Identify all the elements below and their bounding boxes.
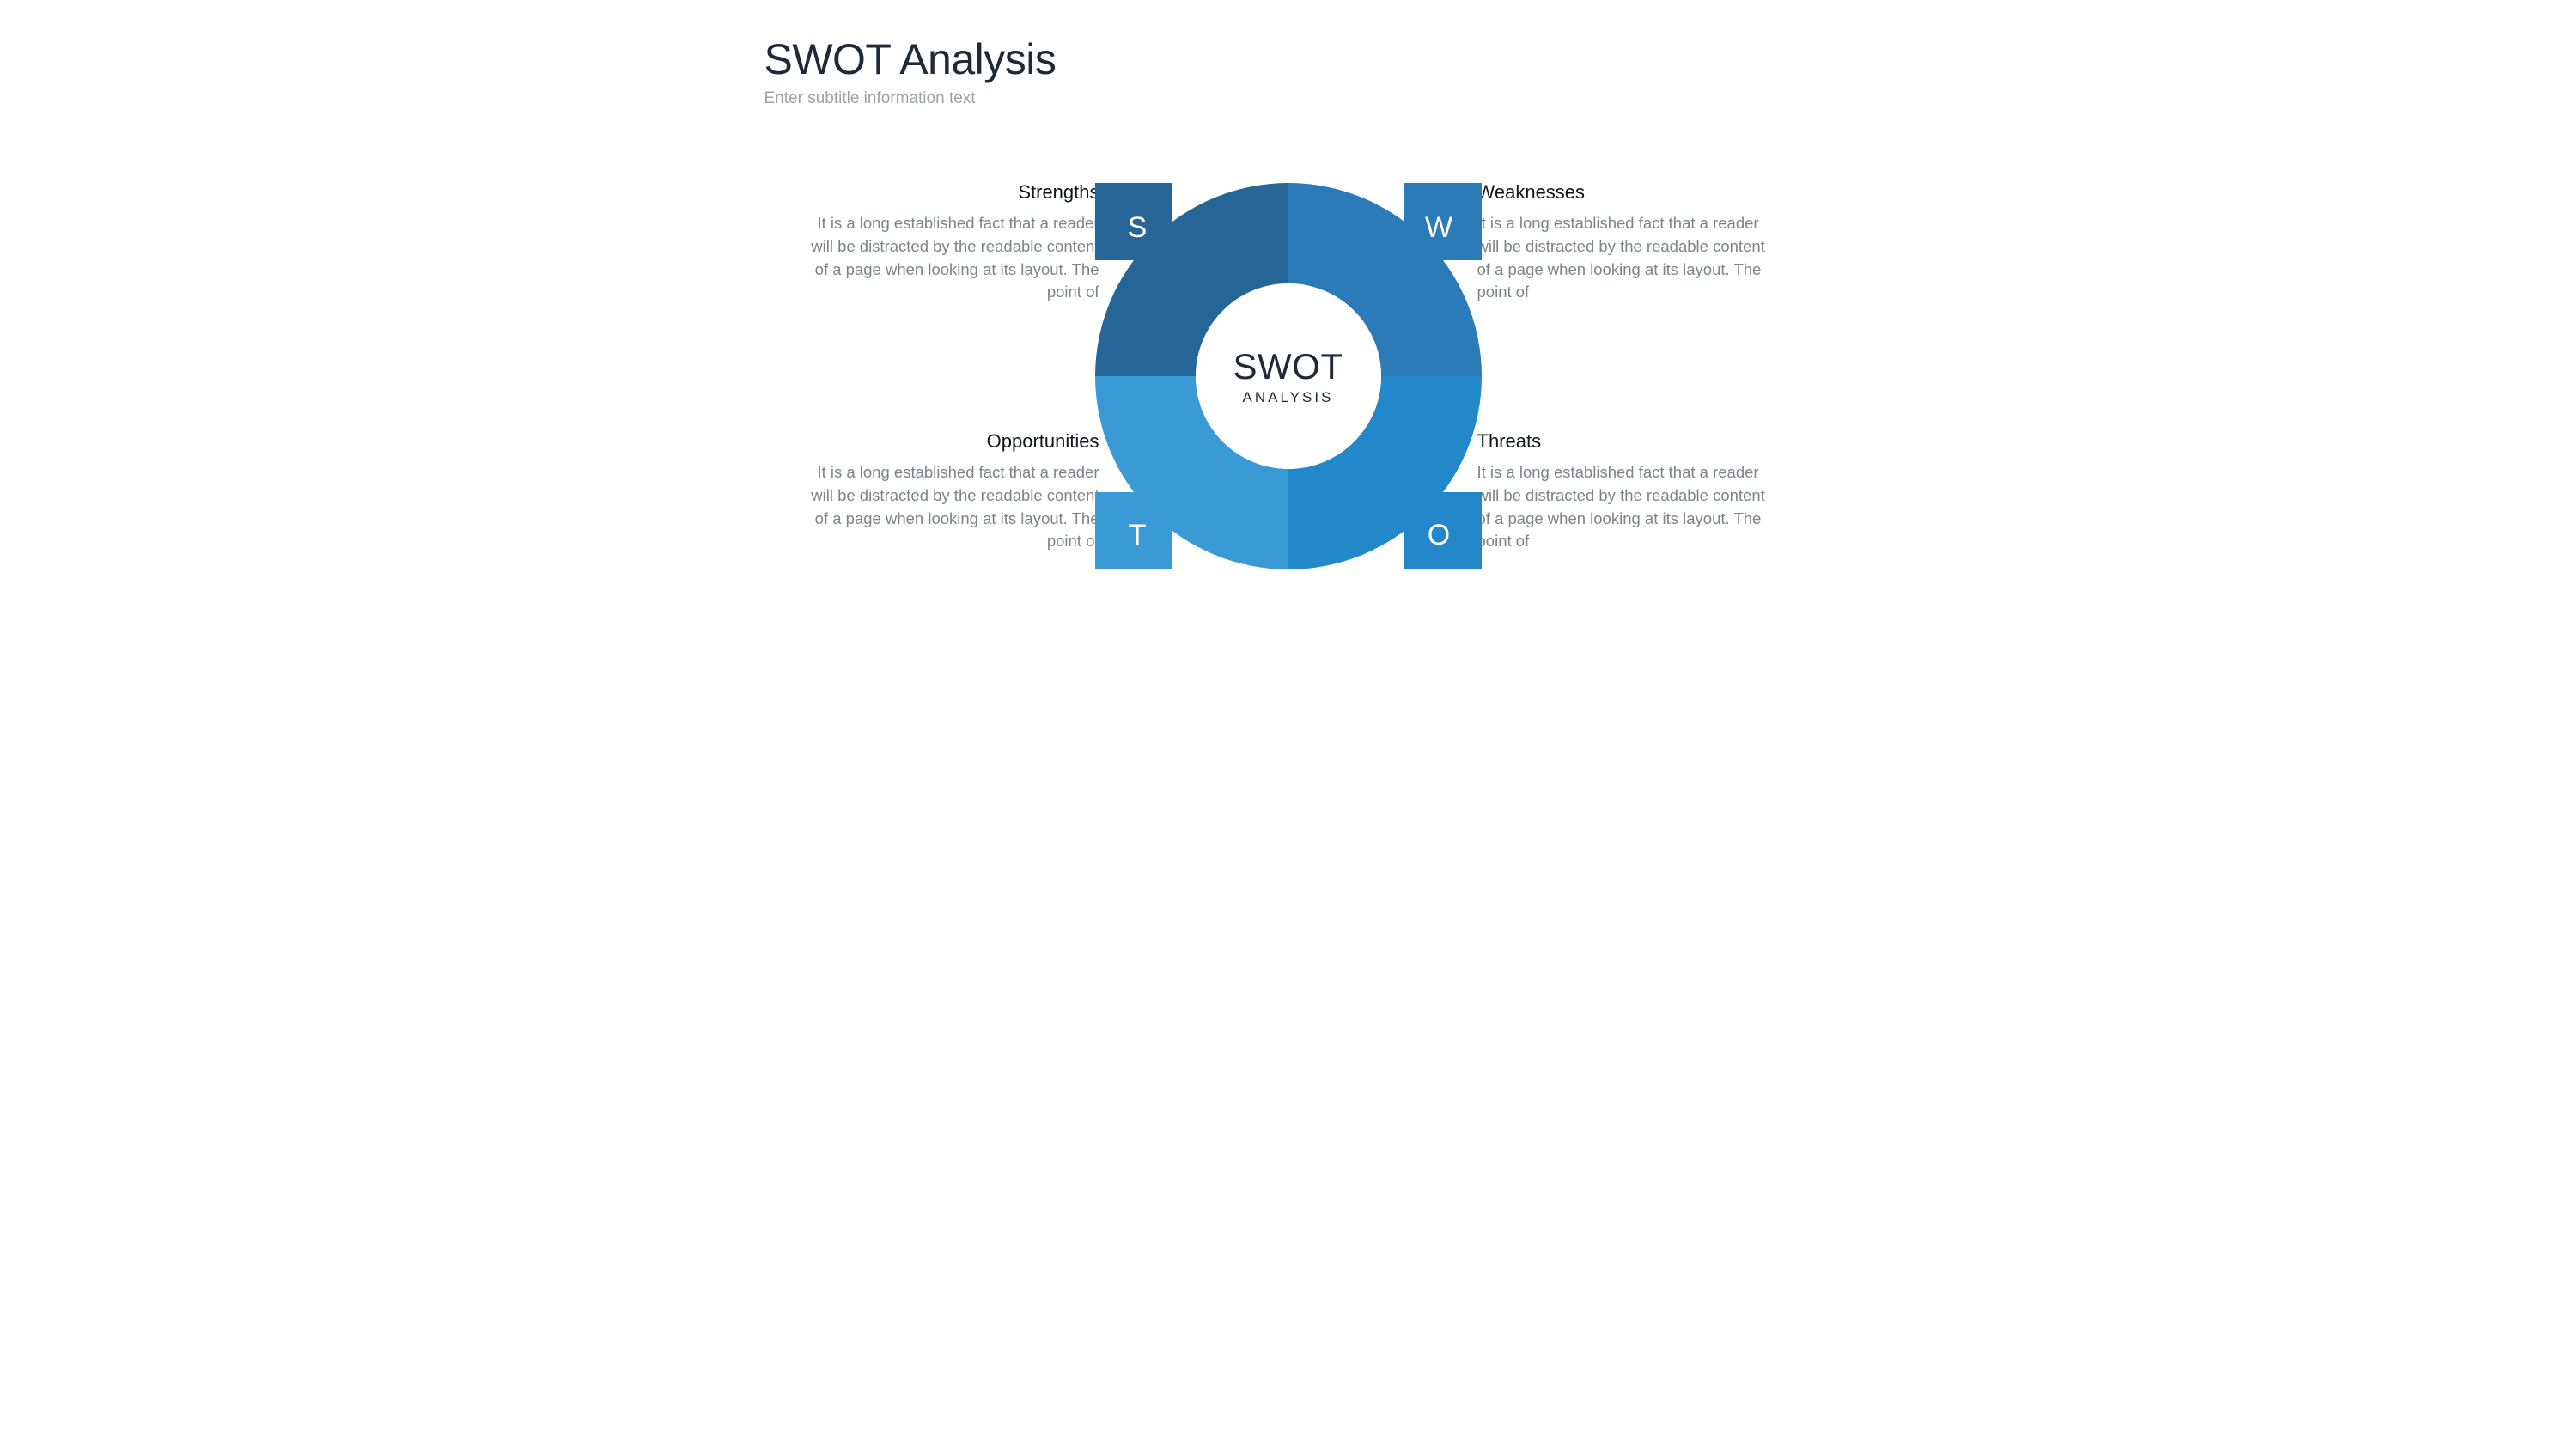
segment-letter-strengths: S [1127, 211, 1148, 244]
page-title: SWOT Analysis [764, 34, 1812, 84]
heading-weaknesses: Weaknesses [1477, 181, 1778, 204]
center-title: SWOT [1233, 346, 1343, 387]
block-opportunities: Opportunities It is a long established f… [799, 430, 1099, 553]
heading-opportunities: Opportunities [799, 430, 1099, 453]
body-weaknesses: It is a long established fact that a rea… [1477, 212, 1778, 304]
block-strengths: Strengths It is a long established fact … [799, 181, 1099, 304]
segment-letter-opportunities: O [1427, 519, 1450, 551]
body-opportunities: It is a long established fact that a rea… [799, 461, 1099, 553]
block-weaknesses: Weaknesses It is a long established fact… [1477, 181, 1778, 304]
content-area: Strengths It is a long established fact … [764, 160, 1812, 641]
block-threats: Threats It is a long established fact th… [1477, 430, 1778, 553]
body-strengths: It is a long established fact that a rea… [799, 212, 1099, 304]
page-subtitle: Enter subtitle information text [764, 89, 1812, 108]
slide: SWOT Analysis Enter subtitle information… [670, 0, 1907, 696]
heading-strengths: Strengths [799, 181, 1099, 204]
swot-diagram: SWOT SWOT ANALYSIS [1087, 174, 1490, 578]
heading-threats: Threats [1477, 430, 1778, 453]
center-subtitle: ANALYSIS [1233, 389, 1343, 406]
segment-letter-threats: T [1128, 519, 1147, 551]
diagram-center-label: SWOT ANALYSIS [1233, 346, 1343, 406]
body-threats: It is a long established fact that a rea… [1477, 461, 1778, 553]
segment-letter-weaknesses: W [1424, 211, 1452, 244]
